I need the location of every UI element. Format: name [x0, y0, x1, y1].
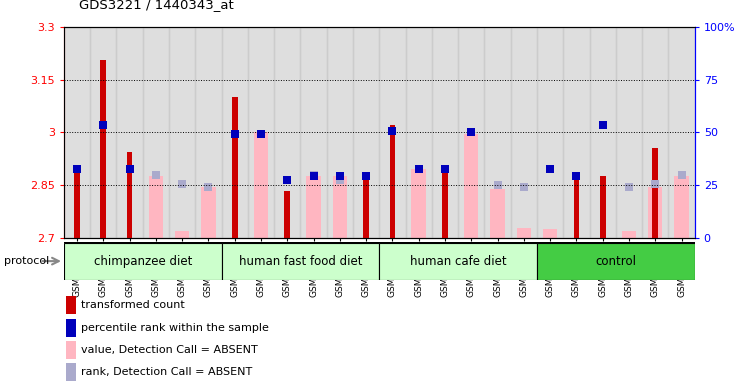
- Text: percentile rank within the sample: percentile rank within the sample: [81, 323, 269, 333]
- FancyBboxPatch shape: [64, 243, 222, 280]
- Bar: [232, 97, 237, 238]
- Bar: [511, 27, 537, 238]
- Bar: [201, 187, 216, 238]
- Bar: [490, 189, 505, 238]
- FancyBboxPatch shape: [537, 243, 695, 280]
- Bar: [64, 27, 90, 238]
- Bar: [143, 27, 169, 238]
- Bar: [590, 27, 616, 238]
- Bar: [66, 363, 77, 381]
- Bar: [648, 187, 662, 238]
- Bar: [116, 27, 143, 238]
- Bar: [653, 148, 658, 238]
- Bar: [537, 27, 563, 238]
- Text: control: control: [596, 255, 636, 268]
- Bar: [668, 27, 695, 238]
- Text: human fast food diet: human fast food diet: [239, 255, 362, 268]
- Bar: [379, 27, 406, 238]
- Bar: [543, 229, 557, 238]
- Bar: [66, 296, 77, 314]
- Bar: [563, 27, 590, 238]
- Bar: [74, 169, 80, 238]
- Bar: [616, 27, 642, 238]
- Text: rank, Detection Call = ABSENT: rank, Detection Call = ABSENT: [81, 367, 252, 377]
- Bar: [285, 190, 290, 238]
- Bar: [248, 27, 274, 238]
- Bar: [101, 60, 106, 238]
- Bar: [484, 27, 511, 238]
- Bar: [432, 27, 458, 238]
- Bar: [600, 177, 605, 238]
- Text: chimpanzee diet: chimpanzee diet: [94, 255, 192, 268]
- Text: value, Detection Call = ABSENT: value, Detection Call = ABSENT: [81, 345, 258, 355]
- Bar: [517, 227, 531, 238]
- Bar: [412, 169, 426, 238]
- Bar: [442, 169, 448, 238]
- Bar: [66, 341, 77, 359]
- Text: GDS3221 / 1440343_at: GDS3221 / 1440343_at: [79, 0, 234, 12]
- Bar: [149, 177, 163, 238]
- Bar: [274, 27, 300, 238]
- Text: transformed count: transformed count: [81, 300, 185, 310]
- Bar: [353, 27, 379, 238]
- Bar: [390, 126, 395, 238]
- Bar: [406, 27, 432, 238]
- Bar: [254, 132, 268, 238]
- Bar: [642, 27, 668, 238]
- Bar: [175, 231, 189, 238]
- Bar: [306, 177, 321, 238]
- Bar: [90, 27, 116, 238]
- Bar: [674, 177, 689, 238]
- Text: protocol: protocol: [4, 256, 49, 266]
- Bar: [622, 231, 636, 238]
- Bar: [66, 319, 77, 336]
- FancyBboxPatch shape: [222, 243, 379, 280]
- Bar: [464, 134, 478, 238]
- Bar: [458, 27, 484, 238]
- Bar: [333, 177, 347, 238]
- Bar: [169, 27, 195, 238]
- FancyBboxPatch shape: [379, 243, 537, 280]
- Text: human cafe diet: human cafe diet: [410, 255, 506, 268]
- Bar: [222, 27, 248, 238]
- Bar: [127, 152, 132, 238]
- Bar: [327, 27, 353, 238]
- Bar: [195, 27, 222, 238]
- Bar: [574, 177, 579, 238]
- Bar: [300, 27, 327, 238]
- Bar: [363, 177, 369, 238]
